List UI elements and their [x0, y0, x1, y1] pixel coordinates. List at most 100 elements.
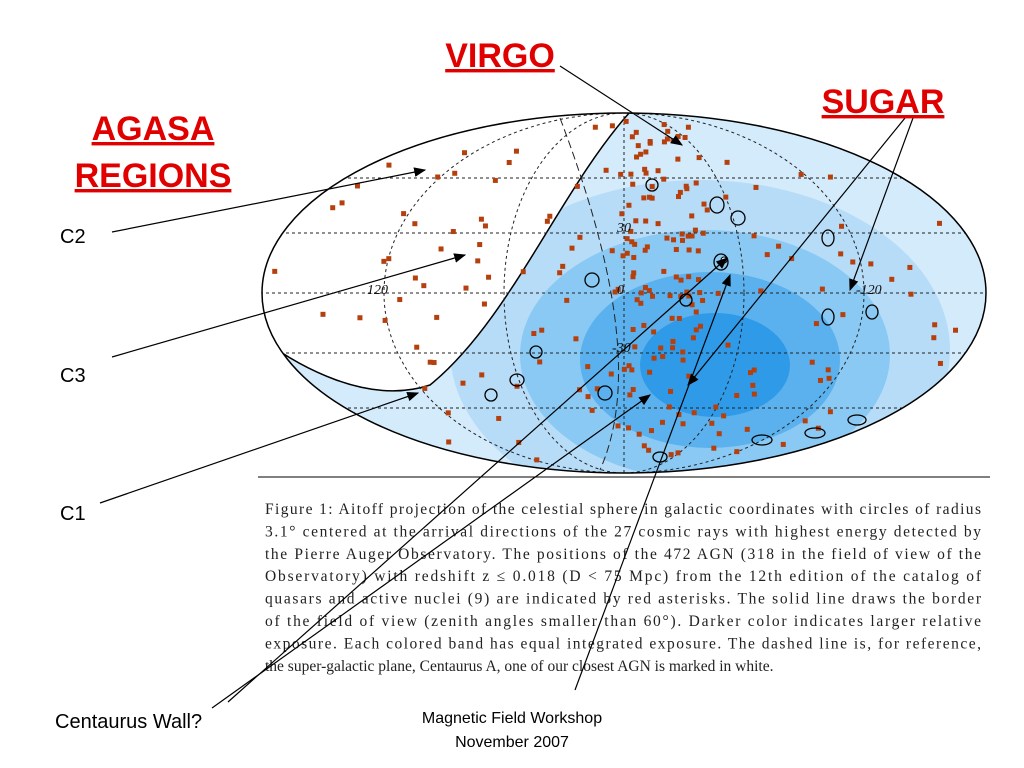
agn-marker	[397, 297, 403, 303]
agn-marker	[650, 293, 656, 299]
agn-marker	[382, 317, 388, 323]
agn-marker	[354, 183, 360, 189]
agn-marker	[631, 270, 637, 276]
agn-marker	[589, 407, 595, 413]
agn-marker	[686, 293, 692, 299]
agn-marker	[401, 211, 407, 217]
agn-marker	[574, 183, 580, 189]
agn-marker	[496, 415, 502, 421]
agn-marker	[646, 447, 652, 453]
agn-marker	[638, 300, 644, 306]
agn-marker	[539, 327, 545, 333]
agn-marker	[628, 171, 634, 177]
agn-marker	[641, 443, 647, 449]
agn-marker	[670, 338, 676, 344]
axis-label: 120	[367, 283, 388, 298]
agn-marker	[713, 404, 719, 410]
agn-marker	[827, 409, 833, 415]
agn-marker	[660, 354, 666, 360]
agn-marker	[643, 218, 649, 224]
agn-marker	[620, 253, 626, 259]
agn-marker	[557, 270, 563, 276]
agn-marker	[435, 174, 441, 180]
agn-marker	[753, 184, 759, 190]
agn-marker	[667, 293, 673, 299]
agn-marker	[609, 123, 615, 129]
agn-marker	[592, 124, 598, 130]
agn-marker	[850, 259, 856, 265]
agn-marker	[594, 386, 600, 392]
agn-marker	[809, 359, 815, 365]
agn-marker	[734, 449, 740, 455]
agn-marker	[670, 345, 676, 351]
c1-label: C1	[60, 503, 86, 525]
agn-marker	[700, 297, 706, 303]
virgo-label: VIRGO	[445, 37, 555, 75]
agn-marker	[386, 162, 392, 168]
agn-marker	[655, 168, 661, 174]
agn-marker	[621, 366, 627, 372]
agn-marker	[479, 372, 485, 378]
agn-marker	[381, 258, 387, 264]
agn-marker	[636, 431, 642, 437]
agn-marker	[679, 231, 685, 237]
agn-marker	[744, 426, 750, 432]
agn-marker	[685, 233, 691, 239]
axis-label: 0	[617, 283, 624, 298]
agn-marker	[724, 159, 730, 165]
agn-marker	[330, 205, 336, 211]
agn-marker	[633, 218, 639, 224]
agn-marker	[642, 166, 648, 172]
agn-marker	[641, 195, 647, 201]
agn-marker	[629, 239, 635, 245]
agn-marker	[675, 450, 681, 456]
agn-marker	[661, 139, 667, 145]
agn-marker	[463, 285, 469, 291]
agn-marker	[725, 342, 731, 348]
agn-marker	[697, 323, 703, 329]
agn-marker	[789, 256, 795, 262]
agn-marker	[434, 314, 440, 320]
agn-marker	[649, 184, 655, 190]
agn-marker	[661, 176, 667, 182]
agn-marker	[573, 336, 579, 342]
pointer-lines	[99, 65, 914, 709]
agn-marker	[460, 380, 466, 386]
agn-marker	[932, 322, 938, 328]
agn-marker	[680, 421, 686, 427]
caption-line: exposure. Each colored band has equal in…	[265, 635, 981, 652]
agn-marker	[492, 177, 498, 183]
agn-marker	[560, 263, 566, 269]
agn-marker	[684, 289, 690, 295]
agn-marker	[711, 445, 717, 451]
agn-marker	[544, 218, 550, 224]
agn-marker	[446, 439, 452, 445]
agn-marker	[609, 248, 615, 254]
agn-marker	[673, 247, 679, 253]
agn-marker	[953, 327, 959, 333]
agn-marker	[686, 373, 692, 379]
agn-marker	[680, 237, 686, 243]
agn-marker	[634, 297, 640, 303]
agn-marker	[666, 404, 672, 410]
agn-marker	[716, 431, 722, 437]
agn-marker	[780, 441, 786, 447]
agn-marker	[659, 419, 665, 425]
agn-marker	[697, 290, 703, 296]
agn-marker	[623, 118, 629, 124]
agn-marker	[438, 246, 444, 252]
agn-marker	[840, 312, 846, 318]
agn-marker	[826, 375, 832, 381]
agn-marker	[675, 134, 681, 140]
agn-marker	[626, 425, 632, 431]
agn-marker	[615, 423, 621, 429]
agn-marker	[669, 315, 675, 321]
sugar-label: SUGAR	[822, 83, 945, 121]
agn-marker	[577, 234, 583, 240]
agn-marker	[537, 359, 543, 365]
agn-marker	[412, 275, 418, 281]
agn-marker	[664, 235, 670, 241]
agn-marker	[691, 410, 697, 416]
agn-marker	[695, 248, 701, 254]
